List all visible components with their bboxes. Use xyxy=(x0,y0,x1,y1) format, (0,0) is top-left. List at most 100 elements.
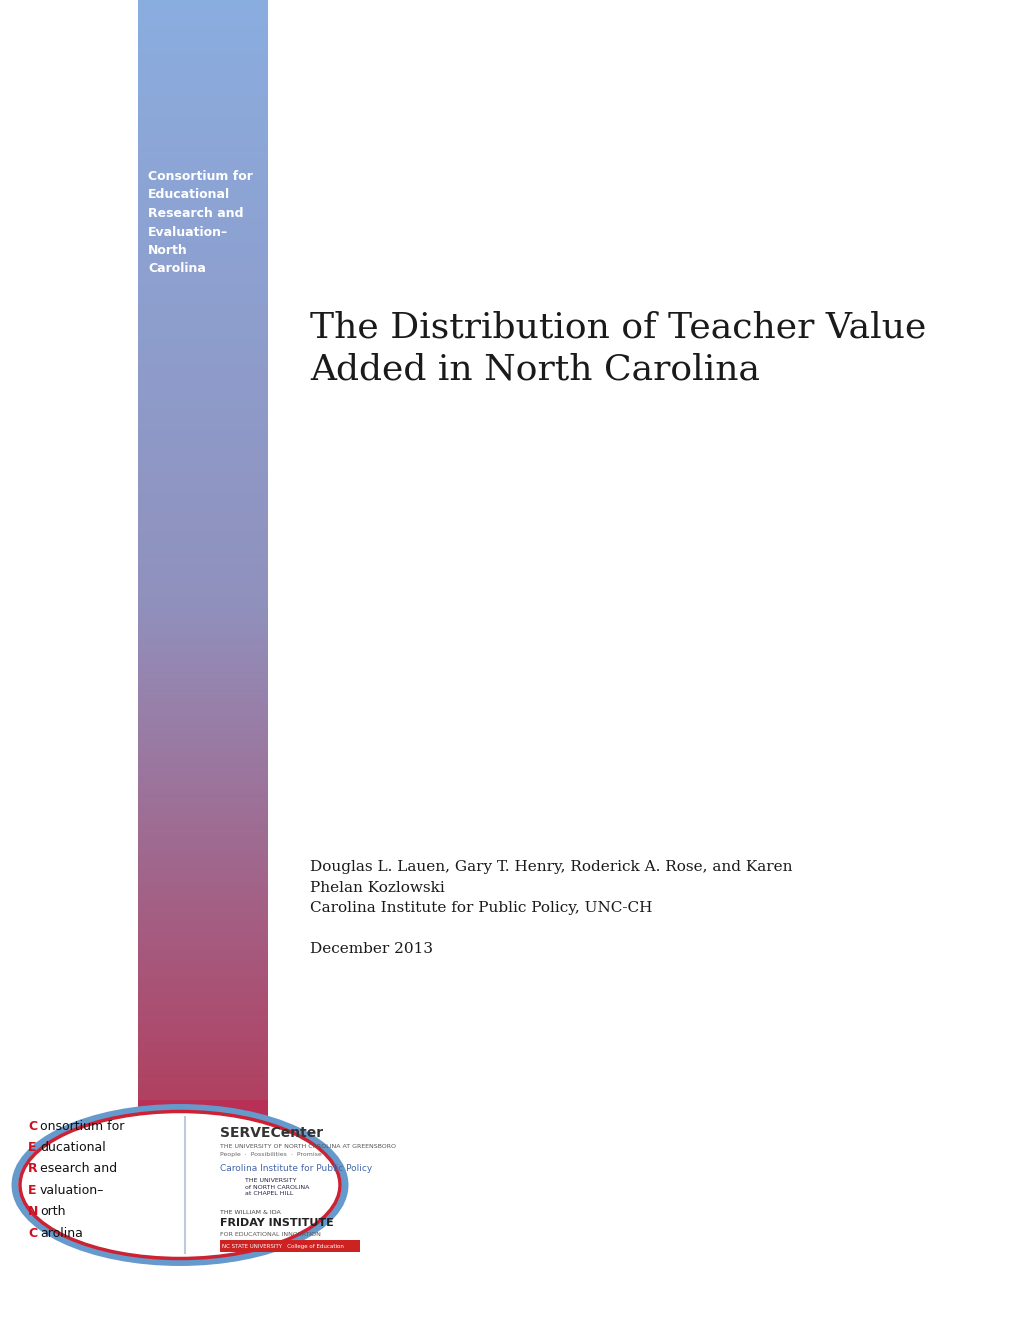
Bar xyxy=(138,75,268,78)
Bar xyxy=(138,713,268,715)
Bar xyxy=(138,115,268,117)
Bar xyxy=(138,399,268,401)
Bar xyxy=(138,871,268,874)
Bar xyxy=(138,385,268,388)
Bar xyxy=(138,396,268,399)
Bar xyxy=(138,875,268,878)
Bar xyxy=(138,234,268,236)
Bar xyxy=(138,178,268,181)
Bar xyxy=(138,403,268,405)
Bar xyxy=(138,425,268,428)
Bar xyxy=(138,486,268,488)
Bar xyxy=(138,627,268,630)
Bar xyxy=(138,1014,268,1016)
Bar xyxy=(138,948,268,950)
Bar xyxy=(138,935,268,937)
Bar xyxy=(138,591,268,594)
Bar xyxy=(138,185,268,187)
Bar xyxy=(138,515,268,517)
Text: FOR EDUCATIONAL INNOVATION: FOR EDUCATIONAL INNOVATION xyxy=(220,1232,321,1237)
Bar xyxy=(138,836,268,838)
Bar xyxy=(138,83,268,86)
Bar xyxy=(138,407,268,409)
Bar xyxy=(138,29,268,32)
Bar xyxy=(138,1098,268,1101)
Bar xyxy=(138,649,268,652)
Bar xyxy=(138,350,268,352)
Bar xyxy=(138,220,268,223)
Bar xyxy=(138,808,268,810)
Bar xyxy=(138,742,268,744)
Bar xyxy=(138,812,268,814)
Bar xyxy=(138,33,268,36)
Bar xyxy=(138,729,268,731)
Bar xyxy=(138,277,268,280)
Bar xyxy=(138,535,268,537)
Bar xyxy=(138,429,268,432)
Bar xyxy=(138,1030,268,1032)
Bar xyxy=(138,370,268,372)
Bar xyxy=(138,455,268,458)
Bar xyxy=(138,323,268,326)
Bar xyxy=(138,781,268,784)
Bar xyxy=(138,671,268,673)
Bar xyxy=(138,222,268,224)
Bar xyxy=(138,1100,268,1220)
Bar xyxy=(138,40,268,42)
Bar xyxy=(138,605,268,607)
Bar xyxy=(138,544,268,546)
Bar xyxy=(138,686,268,689)
Bar xyxy=(138,152,268,154)
Bar xyxy=(138,739,268,742)
Text: THE UNIVERSITY
of NORTH CAROLINA
at CHAPEL HILL: THE UNIVERSITY of NORTH CAROLINA at CHAP… xyxy=(245,1177,309,1196)
Bar xyxy=(138,755,268,758)
Bar xyxy=(138,643,268,645)
Bar xyxy=(138,924,268,927)
Bar xyxy=(138,356,268,359)
Bar xyxy=(138,524,268,527)
Bar xyxy=(138,940,268,942)
Bar xyxy=(138,957,268,960)
Bar xyxy=(138,990,268,993)
Bar xyxy=(138,789,268,792)
Bar xyxy=(138,139,268,141)
Bar xyxy=(138,466,268,469)
Bar xyxy=(138,387,268,389)
Bar xyxy=(138,561,268,564)
Bar xyxy=(138,597,268,599)
Bar xyxy=(138,319,268,322)
Bar xyxy=(138,459,268,462)
Text: valuation–: valuation– xyxy=(40,1184,104,1197)
Bar xyxy=(138,907,268,909)
Bar xyxy=(138,851,268,854)
Bar xyxy=(138,504,268,507)
Text: R: R xyxy=(28,1163,38,1175)
Bar xyxy=(138,333,268,335)
Bar xyxy=(138,438,268,441)
Bar xyxy=(138,1056,268,1059)
Bar xyxy=(138,756,268,759)
Bar xyxy=(138,829,268,832)
Bar xyxy=(138,57,268,59)
Text: Consortium for
Educational
Research and
Evaluation–
North
Carolina: Consortium for Educational Research and … xyxy=(148,170,253,276)
Bar xyxy=(138,1086,268,1089)
Bar xyxy=(138,968,268,970)
Bar xyxy=(138,590,268,593)
Bar xyxy=(138,842,268,845)
Bar xyxy=(138,657,268,660)
Text: C: C xyxy=(28,1226,37,1239)
Bar xyxy=(138,1027,268,1030)
Bar xyxy=(138,611,268,614)
Bar xyxy=(138,475,268,478)
Bar xyxy=(138,244,268,247)
Bar xyxy=(138,69,268,71)
Bar xyxy=(138,135,268,137)
Bar xyxy=(138,165,268,168)
Bar xyxy=(138,878,268,880)
Bar xyxy=(138,59,268,62)
Bar xyxy=(138,669,268,672)
Bar xyxy=(138,363,268,366)
Bar xyxy=(138,484,268,487)
Bar xyxy=(138,310,268,313)
Bar xyxy=(138,730,268,733)
